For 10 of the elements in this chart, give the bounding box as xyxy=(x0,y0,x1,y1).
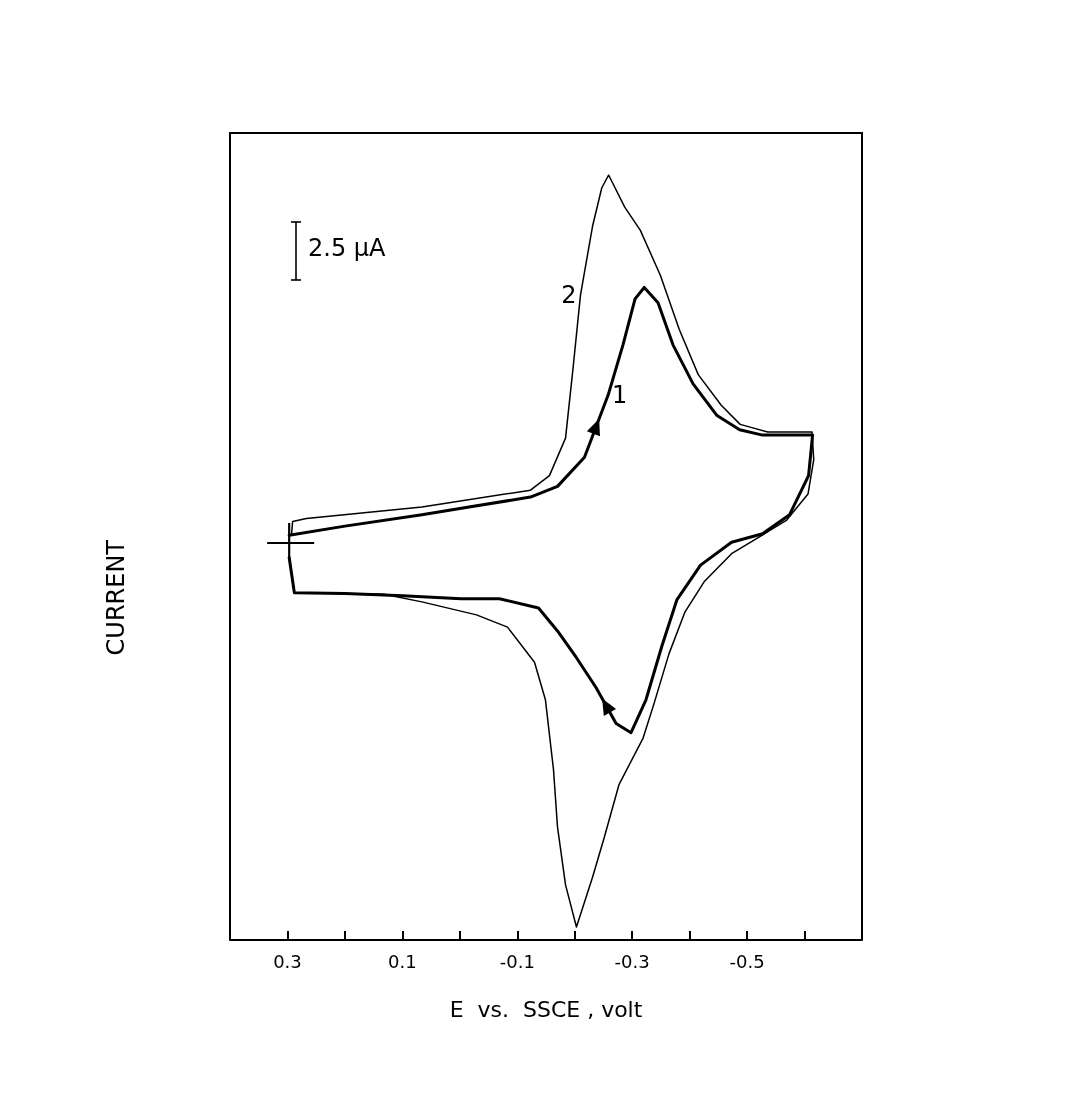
x-tick-label: 0.3 xyxy=(273,950,302,972)
x-tick-label: 0.1 xyxy=(388,950,417,972)
y-axis-title: CURRENT xyxy=(102,539,130,656)
x-tick-label: -0.1 xyxy=(499,950,535,972)
x-tick-label: -0.5 xyxy=(729,950,765,972)
x-axis-title: E vs. SSCE , volt xyxy=(449,996,643,1022)
series-label: 1 xyxy=(612,381,628,410)
series-label: 2 xyxy=(561,281,577,310)
annotation: 2.5 μA xyxy=(308,234,387,262)
x-tick-label: -0.3 xyxy=(614,950,650,972)
